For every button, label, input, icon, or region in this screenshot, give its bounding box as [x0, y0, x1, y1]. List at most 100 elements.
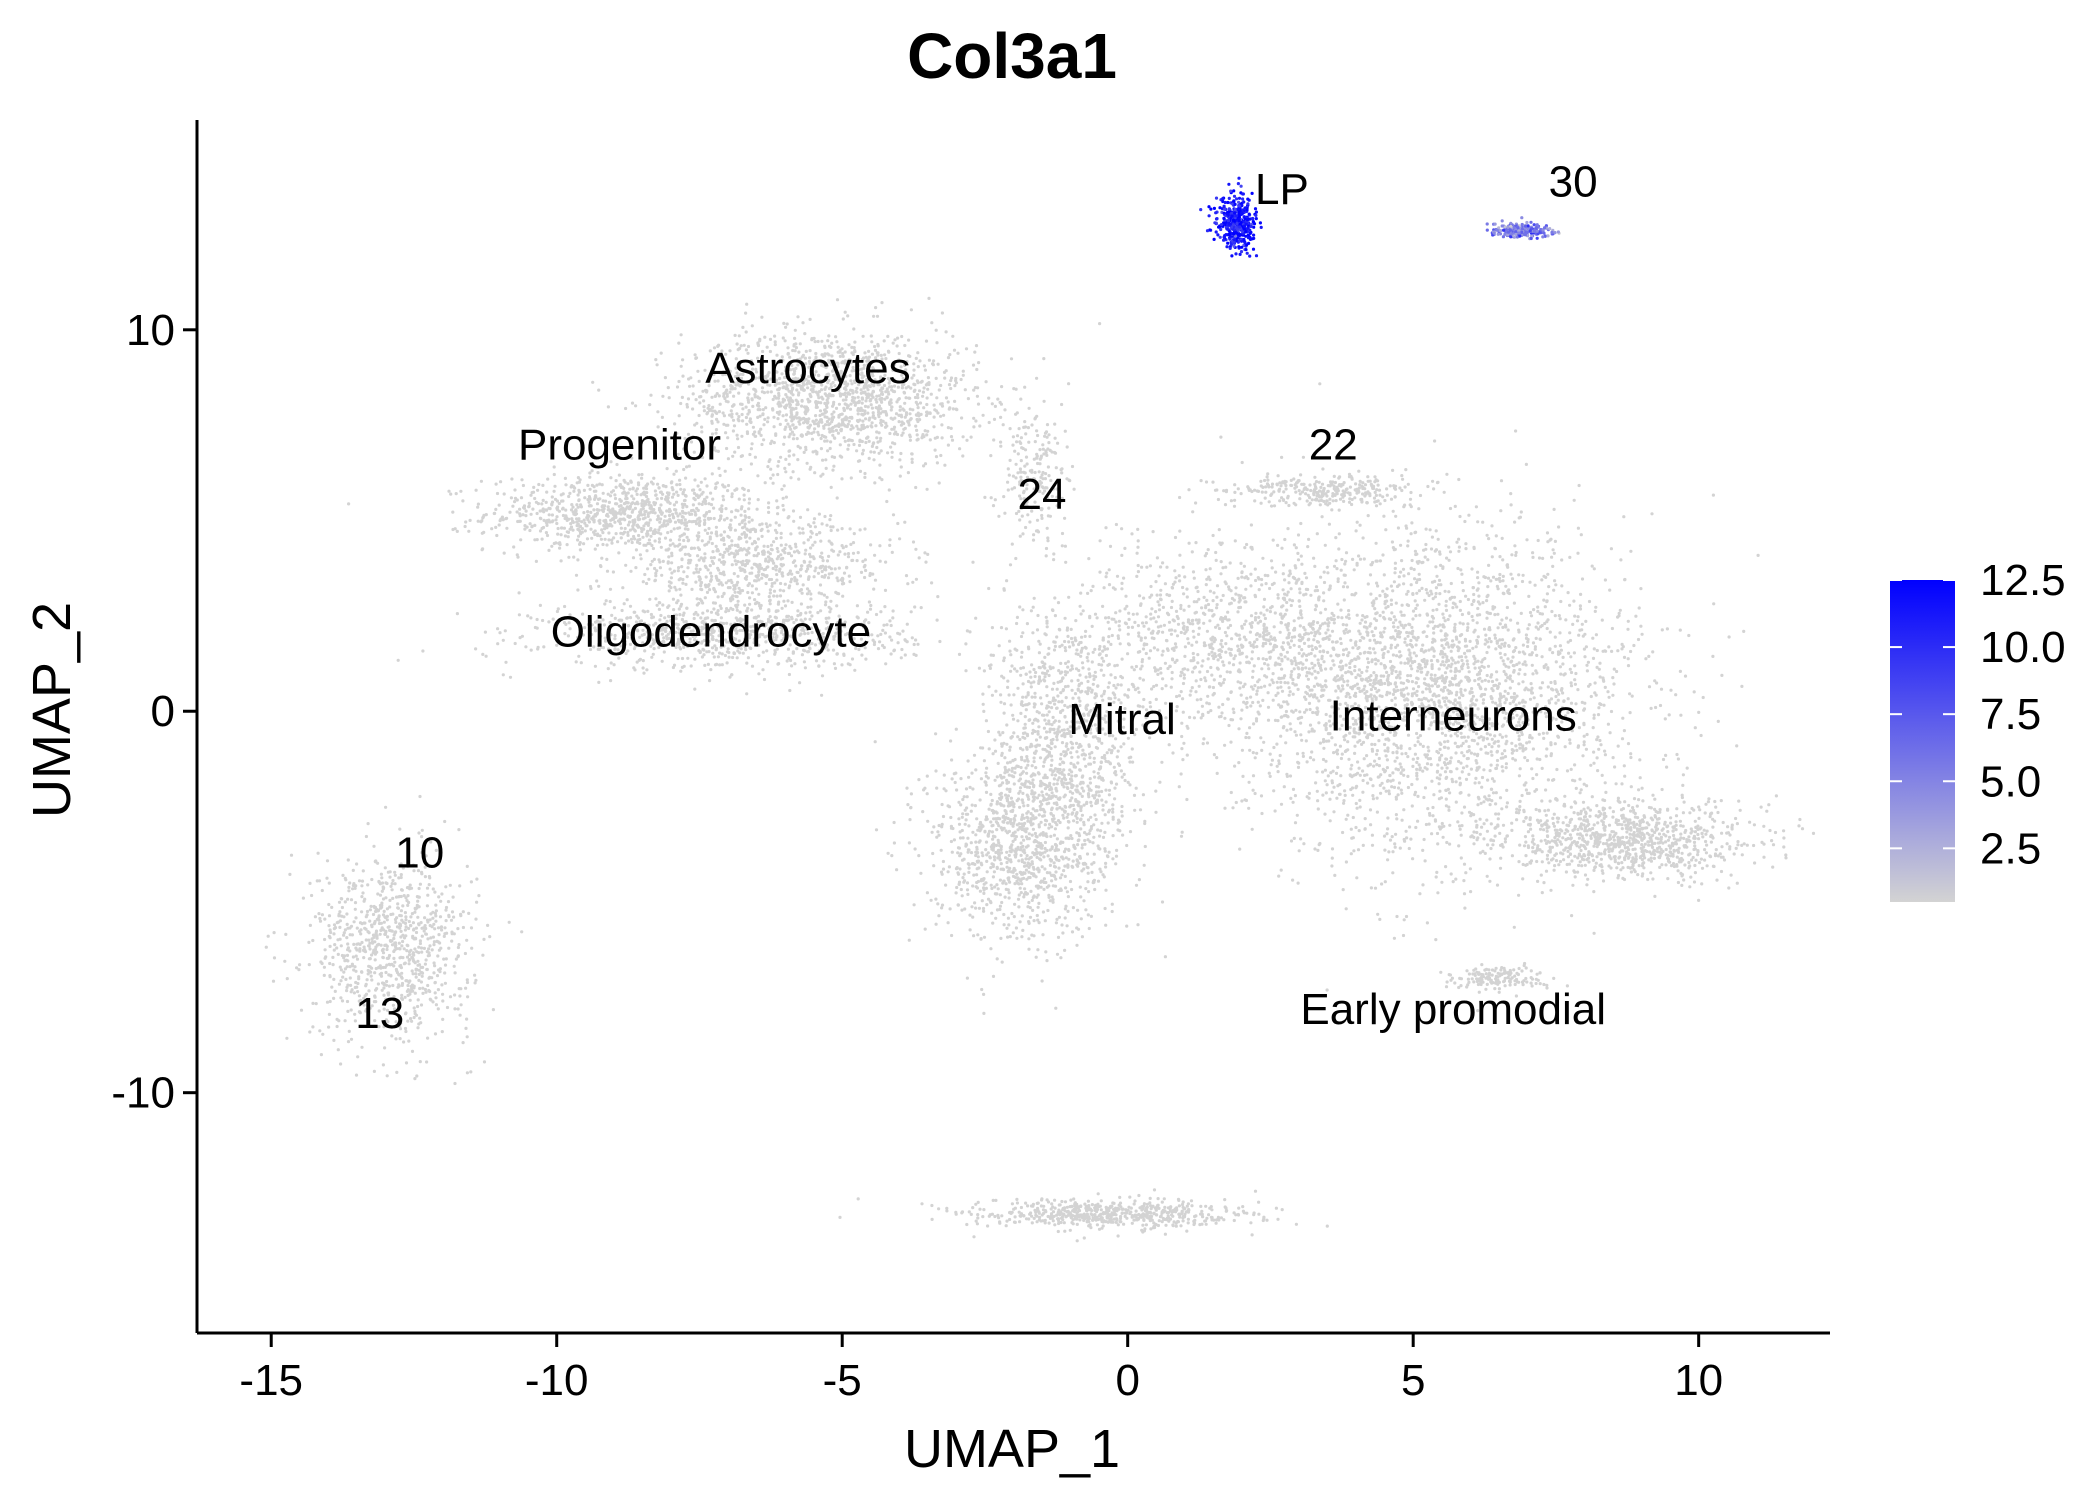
- cell-point: [456, 955, 460, 959]
- cell-point: [508, 675, 513, 679]
- cell-point: [707, 384, 711, 388]
- cell-point: [641, 659, 645, 663]
- cell-point: [387, 956, 391, 960]
- cell-point: [335, 1017, 339, 1022]
- cell-point: [1071, 906, 1075, 910]
- cell-point: [740, 589, 745, 593]
- cell-point: [784, 457, 788, 461]
- cell-point: [624, 563, 628, 567]
- cell-point: [397, 941, 401, 945]
- cell-point: [922, 406, 926, 410]
- cell-point: [492, 511, 496, 516]
- cell-point: [677, 566, 681, 570]
- cell-point: [682, 467, 686, 472]
- cell-point: [887, 401, 892, 405]
- cell-point: [626, 501, 630, 505]
- cell-point: [1036, 905, 1040, 909]
- cell-point: [746, 396, 750, 400]
- cell-point: [490, 527, 494, 531]
- cell-point: [348, 949, 352, 953]
- cell-point: [821, 559, 825, 563]
- cell-point: [663, 376, 668, 380]
- cell-point: [311, 1025, 315, 1029]
- cell-point: [776, 512, 780, 516]
- cell-point: [481, 652, 485, 657]
- cell-point: [868, 416, 872, 420]
- cell-point: [642, 671, 646, 675]
- cell-point: [709, 556, 714, 560]
- cell-point: [513, 500, 517, 504]
- cell-point: [361, 891, 365, 895]
- cell-point: [804, 420, 808, 424]
- cell-point: [878, 559, 882, 563]
- cell-point: [661, 603, 665, 607]
- cell-point: [882, 383, 887, 388]
- cell-point: [784, 413, 789, 417]
- cell-point: [679, 669, 683, 673]
- cell-point: [538, 529, 543, 533]
- cell-point: [827, 427, 831, 431]
- cell-point: [299, 1008, 304, 1012]
- cell-point: [937, 481, 941, 485]
- cell-point: [838, 354, 843, 358]
- cell-point: [830, 571, 834, 575]
- cell-point: [922, 435, 926, 439]
- cell-point: [795, 549, 800, 553]
- cell-point: [451, 510, 455, 514]
- cell-point: [691, 407, 695, 411]
- cell-point: [721, 483, 725, 487]
- cell-point: [586, 510, 590, 514]
- cell-point: [676, 656, 680, 661]
- cell-point: [417, 895, 421, 899]
- cell-point: [716, 595, 720, 599]
- cell-point: [1096, 879, 1101, 883]
- cell-point: [654, 358, 658, 362]
- cell-point: [534, 559, 539, 564]
- cell-point: [889, 408, 893, 412]
- cell-point: [923, 927, 927, 931]
- cell-point: [884, 560, 888, 564]
- cell-point: [416, 998, 420, 1002]
- cell-point: [336, 952, 340, 957]
- cell-point: [809, 535, 813, 539]
- cell-point: [855, 449, 859, 453]
- cell-point: [726, 367, 730, 371]
- cell-point: [347, 885, 351, 890]
- cell-point: [719, 533, 723, 537]
- cell-point: [775, 499, 779, 503]
- cell-point: [373, 958, 377, 962]
- cell-point: [308, 881, 312, 886]
- cell-point: [783, 582, 787, 586]
- cell-point: [833, 377, 837, 382]
- cell-point: [969, 435, 973, 439]
- cell-point: [508, 510, 512, 514]
- cell-point: [872, 587, 876, 591]
- cell-point: [969, 841, 973, 845]
- cell-point: [599, 537, 604, 541]
- cell-point: [353, 907, 357, 911]
- cell-point: [903, 343, 907, 348]
- cell-point: [796, 458, 800, 462]
- cell-point: [907, 421, 911, 425]
- cell-point: [495, 491, 500, 496]
- cell-point: [536, 488, 540, 492]
- cell-point: [689, 440, 694, 444]
- cell-point: [876, 383, 880, 387]
- cell-point: [768, 523, 772, 527]
- cell-point: [476, 505, 480, 509]
- cell-point: [674, 588, 678, 592]
- cell-point: [694, 356, 698, 360]
- cell-point: [410, 969, 414, 973]
- cell-point: [576, 538, 580, 542]
- cell-point: [771, 481, 775, 485]
- cell-point: [426, 1036, 430, 1040]
- cell-point: [663, 514, 667, 518]
- cell-point: [733, 543, 737, 548]
- cell-point: [756, 474, 760, 478]
- cell-point: [849, 402, 853, 406]
- cell-point: [755, 370, 759, 374]
- cell-point: [681, 515, 685, 519]
- cell-point: [925, 402, 929, 407]
- cell-point: [628, 528, 633, 532]
- cell-point: [699, 395, 703, 399]
